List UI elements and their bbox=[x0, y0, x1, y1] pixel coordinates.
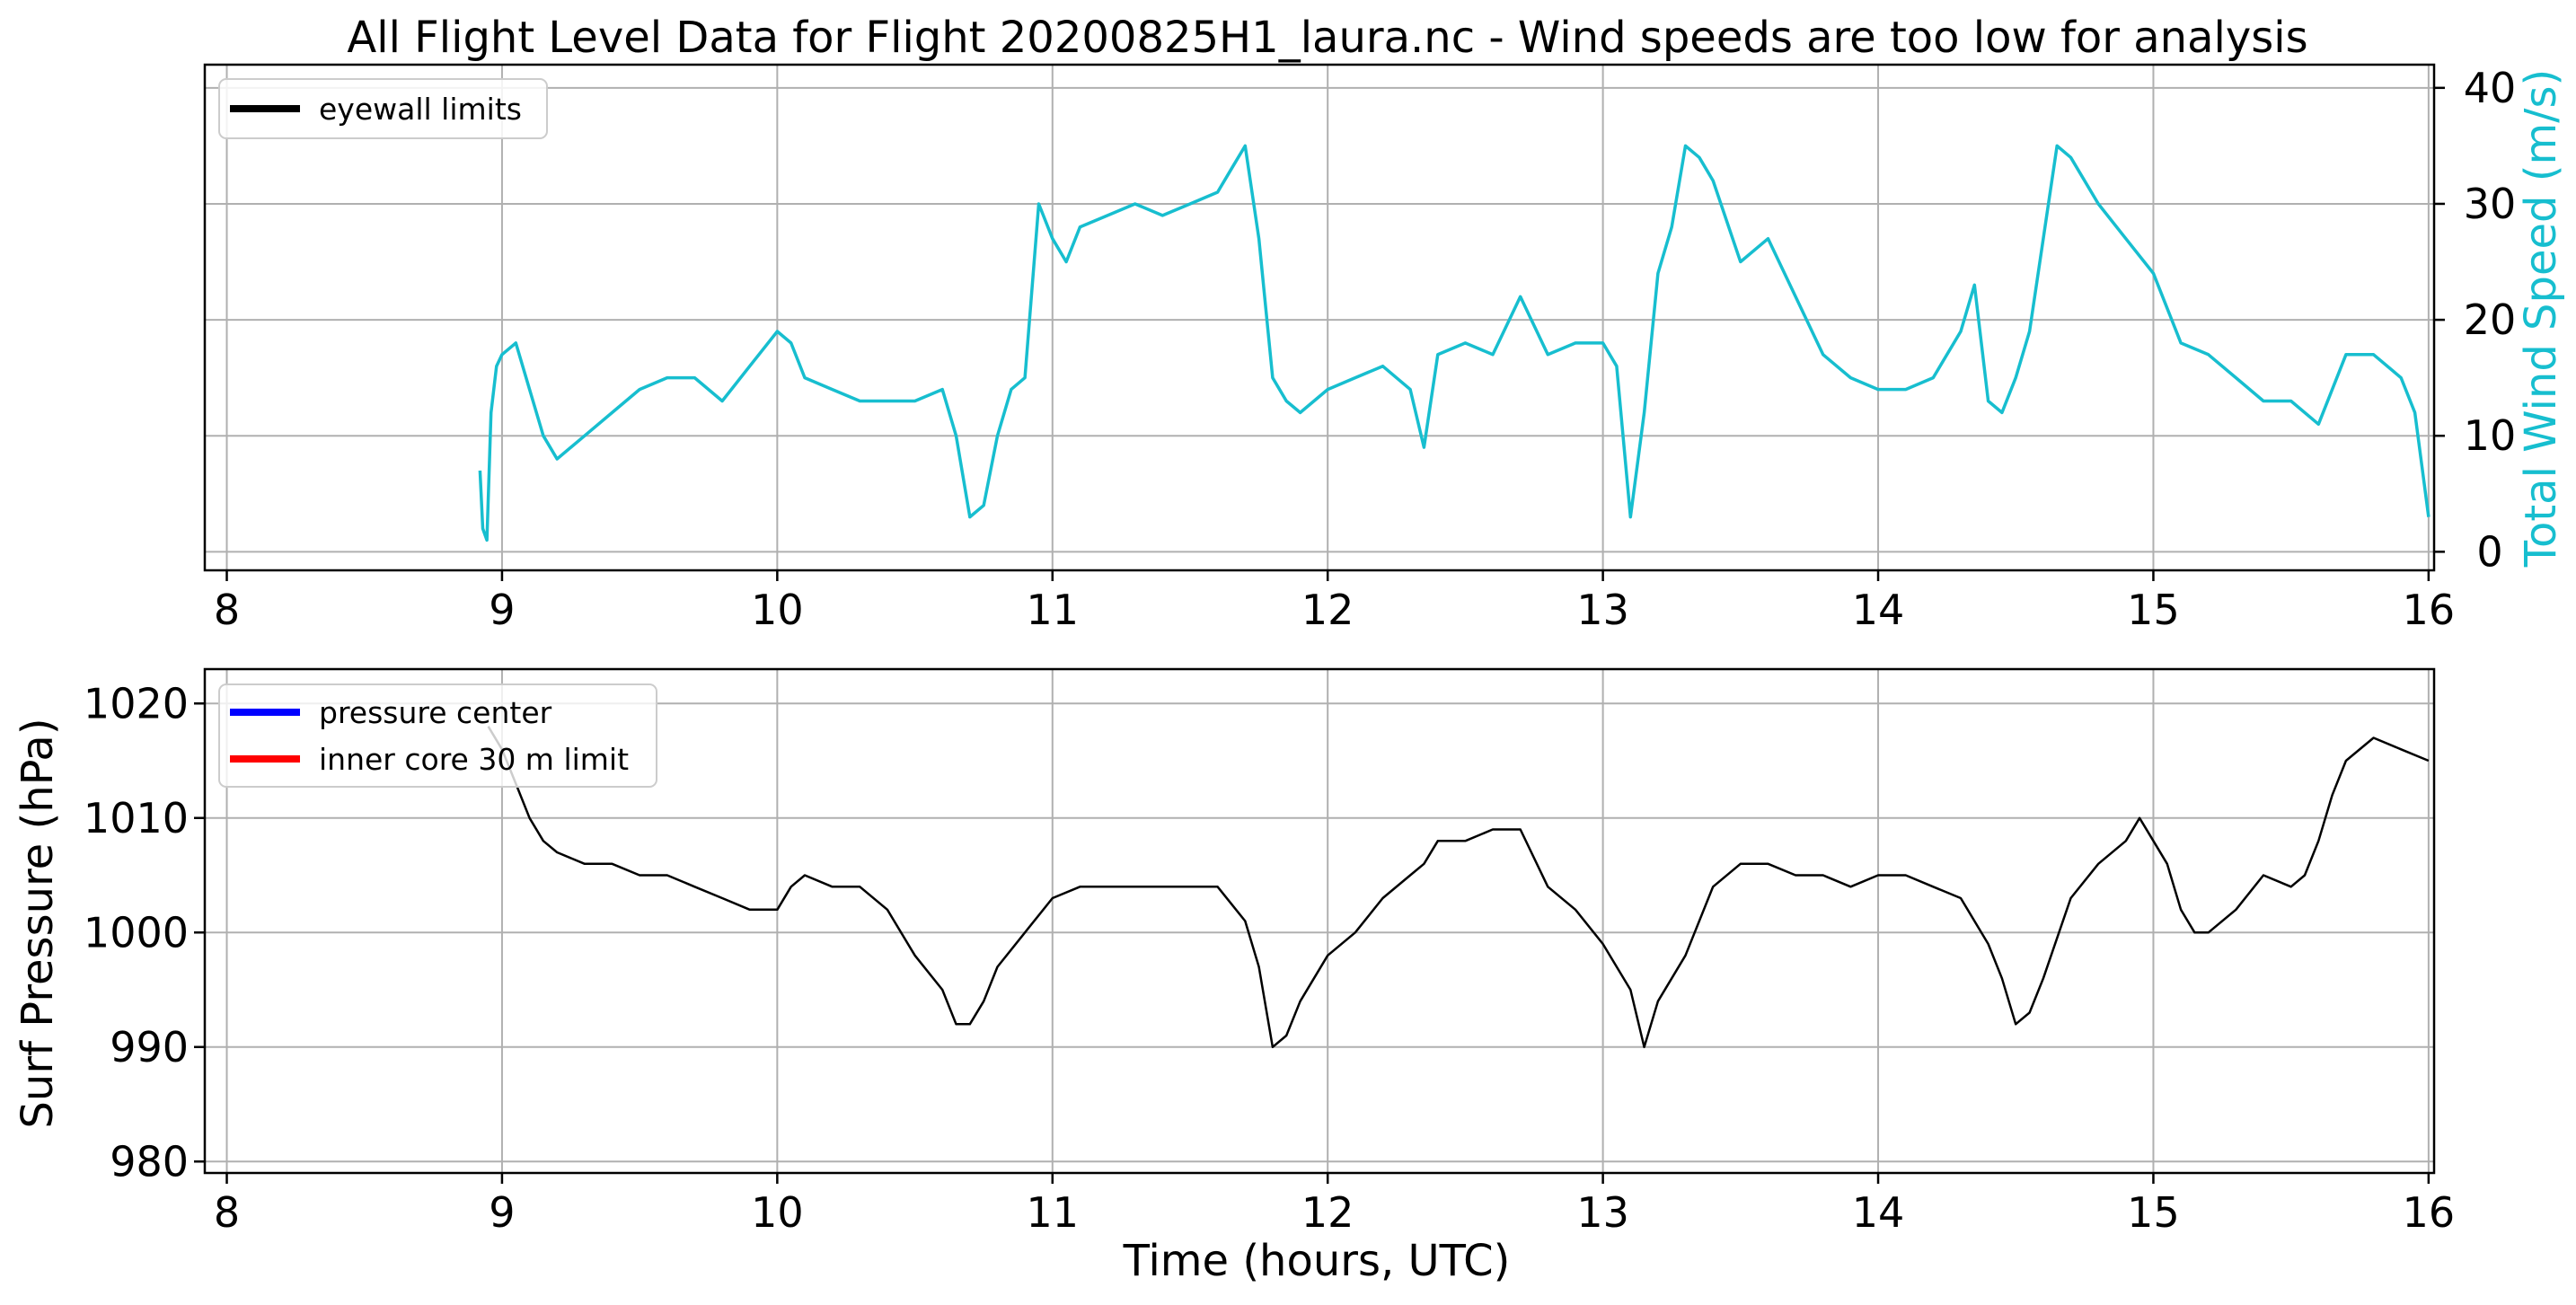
wind-x-tick-label: 10 bbox=[751, 586, 804, 634]
wind-x-tick-label: 8 bbox=[214, 586, 240, 634]
pressure-y-tick-label: 980 bbox=[110, 1137, 189, 1186]
legend-eyewall-label: eyewall limits bbox=[319, 92, 522, 127]
wind-y-axis-label: Total Wind Speed (m/s) bbox=[2516, 69, 2566, 568]
wind-series-line bbox=[478, 144, 2430, 542]
pressure-plot-frame bbox=[203, 667, 2436, 1175]
wind-y-tick-label: 40 bbox=[2464, 64, 2517, 112]
figure-title: All Flight Level Data for Flight 2020082… bbox=[347, 13, 2307, 63]
wind-speed-panel: 8 9 10 11 12 13 14 15 16 0 10 20 30 40 Total Wind Sp… bbox=[203, 63, 2566, 634]
pressure-y-ticks: 980 990 1000 1010 1020 bbox=[84, 679, 205, 1186]
pressure-y-tick-label: 1000 bbox=[84, 908, 189, 957]
pressure-y-tick-label: 1020 bbox=[84, 679, 189, 727]
pressure-x-tick-label: 12 bbox=[1301, 1188, 1354, 1237]
pressure-x-tick-label: 13 bbox=[1576, 1188, 1629, 1237]
wind-y-tick-label: 20 bbox=[2464, 295, 2517, 344]
wind-legend: eyewall limits bbox=[218, 78, 548, 139]
wind-x-tick-label: 13 bbox=[1576, 586, 1629, 634]
pressure-x-tick-label: 8 bbox=[214, 1188, 240, 1237]
wind-y-tick-label: 10 bbox=[2464, 411, 2517, 460]
wind-y-tick-label: 30 bbox=[2464, 180, 2517, 228]
wind-y-ticks: 0 10 20 30 40 bbox=[2434, 64, 2517, 576]
pressure-series bbox=[487, 726, 2430, 1049]
wind-x-tick-label: 15 bbox=[2127, 586, 2180, 634]
pressure-x-axis-label: Time (hours, UTC) bbox=[1123, 1236, 1511, 1286]
pressure-y-tick-label: 990 bbox=[110, 1023, 189, 1071]
pressure-x-tick-label: 15 bbox=[2127, 1188, 2180, 1237]
pressure-x-tick-label: 11 bbox=[1026, 1188, 1079, 1237]
pressure-y-axis-label: Surf Pressure (hPa) bbox=[13, 718, 63, 1128]
pressure-legend-box bbox=[218, 683, 657, 788]
pressure-x-tick-label: 10 bbox=[751, 1188, 804, 1237]
wind-y-tick-label: 0 bbox=[2476, 527, 2502, 576]
legend-inner-core-label: inner core 30 m limit bbox=[319, 742, 629, 777]
pressure-x-tick-label: 16 bbox=[2403, 1188, 2456, 1237]
wind-legend-box bbox=[218, 78, 548, 139]
wind-x-tick-label: 12 bbox=[1301, 586, 1354, 634]
wind-series bbox=[478, 144, 2430, 542]
pressure-y-tick-label: 1010 bbox=[84, 794, 189, 842]
pressure-panel: 8 9 10 11 12 13 14 15 16 980 990 1000 1010 1020 Time… bbox=[13, 667, 2455, 1286]
pressure-series-line bbox=[487, 726, 2430, 1049]
pressure-x-tick-label: 14 bbox=[1852, 1188, 1905, 1237]
pressure-x-ticks: 8 9 10 11 12 13 14 15 16 bbox=[214, 1173, 2455, 1237]
pressure-x-tick-label: 9 bbox=[489, 1188, 515, 1237]
wind-x-tick-label: 14 bbox=[1852, 586, 1905, 634]
pressure-legend: pressure center inner core 30 m limit bbox=[218, 683, 657, 788]
wind-x-tick-label: 11 bbox=[1026, 586, 1079, 634]
wind-grid bbox=[205, 65, 2434, 570]
wind-x-ticks: 8 9 10 11 12 13 14 15 16 bbox=[214, 570, 2455, 634]
wind-plot-frame bbox=[203, 63, 2436, 572]
wind-x-tick-label: 9 bbox=[489, 586, 515, 634]
wind-x-tick-label: 16 bbox=[2403, 586, 2456, 634]
legend-pressure-center-label: pressure center bbox=[319, 695, 552, 730]
